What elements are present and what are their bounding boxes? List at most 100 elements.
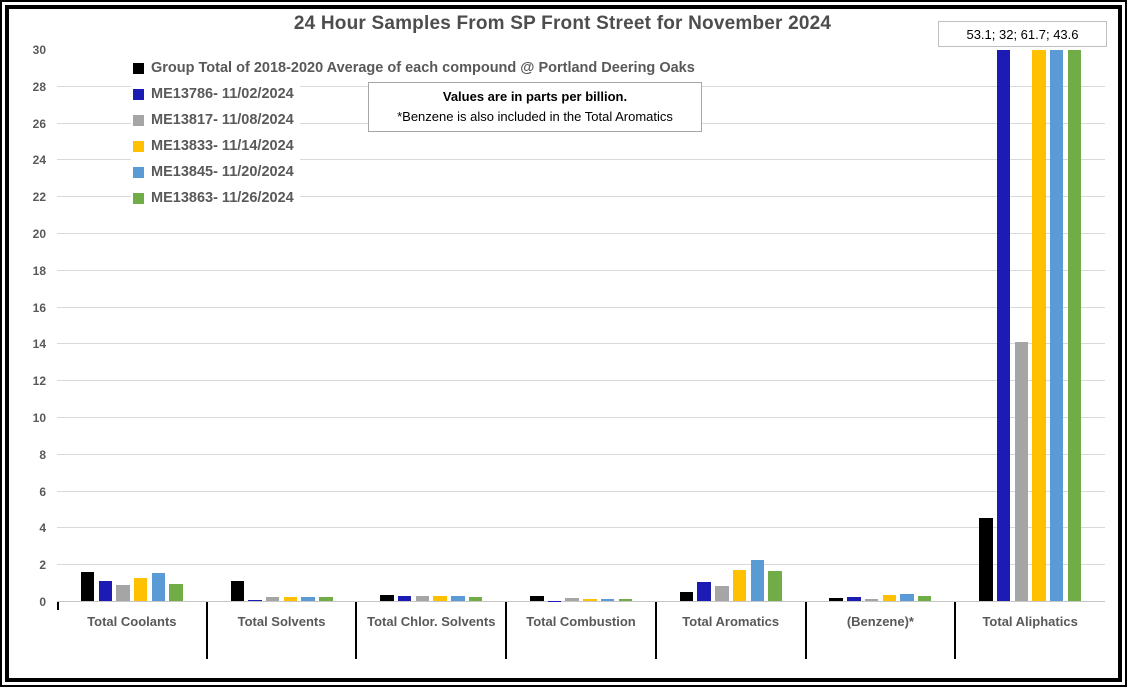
- bar-series5-total-solvents: [301, 597, 315, 601]
- chart-title: 24 Hour Samples From SP Front Street for…: [293, 13, 832, 34]
- bar-series2-total-chlor-solvents: [397, 595, 412, 601]
- bar-series1-total-aromatics: [679, 591, 694, 601]
- y-tick-label-28: 28: [32, 79, 46, 94]
- legend-label: ME13863- 11/26/2024: [151, 190, 294, 206]
- bar-series5--benzene-: [900, 593, 914, 601]
- bar-series6--benzene-: [917, 595, 932, 601]
- y-tick-label-26: 26: [32, 116, 46, 131]
- y-tick-label-18: 18: [32, 263, 46, 278]
- category-divider: [355, 602, 358, 659]
- y-tick-label-14: 14: [32, 337, 46, 352]
- legend-swatch-icon: [133, 62, 144, 74]
- y-tick-label-6: 6: [39, 484, 46, 499]
- bar-series5-total-coolants: [151, 573, 166, 601]
- legend-swatch-icon: [133, 140, 144, 152]
- gridline-14: [57, 343, 1105, 345]
- category-label-total-solvents: Total Solvents: [237, 614, 326, 629]
- legend: Group Total of 2018-2020 Average of each…: [131, 55, 701, 211]
- legend-item-1: Group Total of 2018-2020 Average of each…: [131, 55, 701, 81]
- legend-label: ME13817- 11/08/2024: [151, 112, 294, 128]
- bar-series4-total-aliphatics: [1032, 50, 1046, 601]
- offscale-values-box: 53.1; 32; 61.7; 43.6: [938, 21, 1107, 47]
- gridline-18: [57, 269, 1105, 271]
- bar-series1-total-aliphatics: [979, 518, 993, 601]
- bar-series2-total-coolants: [98, 580, 113, 601]
- bar-series5-total-combustion: [600, 598, 615, 601]
- legend-swatch-icon: [133, 88, 144, 100]
- gridline-16: [57, 306, 1105, 308]
- bar-series5-total-chlor-solvents: [451, 595, 465, 601]
- bar-series4-total-aromatics: [732, 569, 747, 601]
- y-tick-label-16: 16: [32, 300, 46, 315]
- category-divider: [804, 602, 807, 659]
- bar-series1-total-coolants: [80, 572, 95, 601]
- category-label-total-aromatics: Total Aromatics: [682, 614, 780, 629]
- legend-label: ME13786- 11/02/2024: [151, 86, 294, 102]
- bar-series3-total-coolants: [116, 585, 130, 601]
- bar-series3-total-aliphatics: [1014, 341, 1029, 601]
- bar-series3-total-solvents: [265, 597, 280, 601]
- bar-series6-total-aromatics: [768, 570, 782, 601]
- bar-series4-total-solvents: [283, 597, 298, 601]
- bar-series2--benzene-: [847, 597, 861, 601]
- bar-series6-total-coolants: [169, 584, 183, 601]
- legend-swatch-icon: [133, 166, 144, 178]
- bar-series2-total-aromatics: [697, 581, 711, 601]
- y-tick-label-22: 22: [32, 190, 46, 205]
- axis-start-tick: [57, 602, 59, 610]
- y-tick-label-10: 10: [32, 411, 46, 425]
- gridline-6: [57, 490, 1105, 492]
- note-box: Values are in parts per billion. *Benzen…: [368, 82, 702, 132]
- legend-item-4: ME13833- 11/14/2024: [131, 133, 300, 159]
- offscale-values-text: 53.1; 32; 61.7; 43.6: [966, 26, 1079, 42]
- legend-label: ME13845- 11/20/2024: [151, 164, 294, 180]
- bar-series6-total-chlor-solvents: [468, 597, 483, 601]
- bar-series6-total-solvents: [319, 597, 333, 601]
- bar-series3-total-aromatics: [715, 586, 729, 601]
- bar-series4--benzene-: [882, 595, 897, 601]
- gridline-22: [57, 196, 1105, 198]
- bar-series1-total-combustion: [530, 595, 544, 601]
- category-divider: [505, 602, 508, 659]
- category-label-total-coolants: Total Coolants: [87, 614, 177, 629]
- legend-swatch-icon: [133, 114, 144, 126]
- bar-series3-total-chlor-solvents: [415, 595, 430, 601]
- bar-series1-total-chlor-solvents: [380, 594, 394, 601]
- y-axis: 0 2 4 6 8 10 12 14 16 18 20 22 24 26 28 30: [0, 43, 48, 609]
- bar-series3--benzene-: [864, 598, 879, 601]
- note-line-1: Values are in parts per billion.: [442, 89, 628, 104]
- bar-series6-total-aliphatics: [1067, 50, 1082, 601]
- bar-series5-total-aliphatics: [1049, 50, 1064, 601]
- note-line-2: *Benzene is also included in the Total A…: [397, 109, 673, 124]
- legend-item-3: ME13817- 11/08/2024: [131, 107, 300, 133]
- category-label--benzene-: (Benzene)*: [846, 614, 914, 629]
- bar-series5-total-aromatics: [750, 559, 764, 601]
- bar-series1-total-solvents: [230, 580, 245, 601]
- y-tick-label-24: 24: [32, 153, 46, 168]
- legend-swatch-icon: [133, 192, 144, 204]
- gridline-24: [57, 159, 1105, 161]
- y-tick-label-0: 0: [39, 595, 46, 609]
- legend-item-6: ME13863- 11/26/2024: [131, 185, 300, 211]
- bar-series3-total-combustion: [565, 598, 579, 601]
- gridline-2: [57, 564, 1105, 566]
- legend-label: ME13833- 11/14/2024: [151, 138, 294, 154]
- category-divider: [654, 602, 657, 659]
- bar-series2-total-solvents: [248, 599, 262, 601]
- gridline-10: [57, 417, 1105, 418]
- gridline-0: [57, 601, 1105, 602]
- y-tick-label-8: 8: [39, 447, 46, 462]
- bar-series6-total-combustion: [618, 599, 632, 601]
- bar-series2-total-aliphatics: [996, 50, 1011, 601]
- legend-label: Group Total of 2018-2020 Average of each…: [151, 60, 695, 76]
- category-label-total-aliphatics: Total Aliphatics: [982, 614, 1078, 629]
- y-tick-label-12: 12: [32, 374, 46, 389]
- category-label-total-chlor-solvents: Total Chlor. Solvents: [367, 614, 496, 629]
- category-label-total-combustion: Total Combustion: [526, 614, 636, 629]
- bar-series4-total-coolants: [133, 578, 148, 601]
- bar-series4-total-chlor-solvents: [433, 595, 447, 601]
- legend-item-2: ME13786- 11/02/2024: [131, 81, 300, 107]
- y-tick-label-20: 20: [32, 227, 46, 241]
- gridline-8: [57, 453, 1105, 455]
- category-divider: [954, 602, 957, 659]
